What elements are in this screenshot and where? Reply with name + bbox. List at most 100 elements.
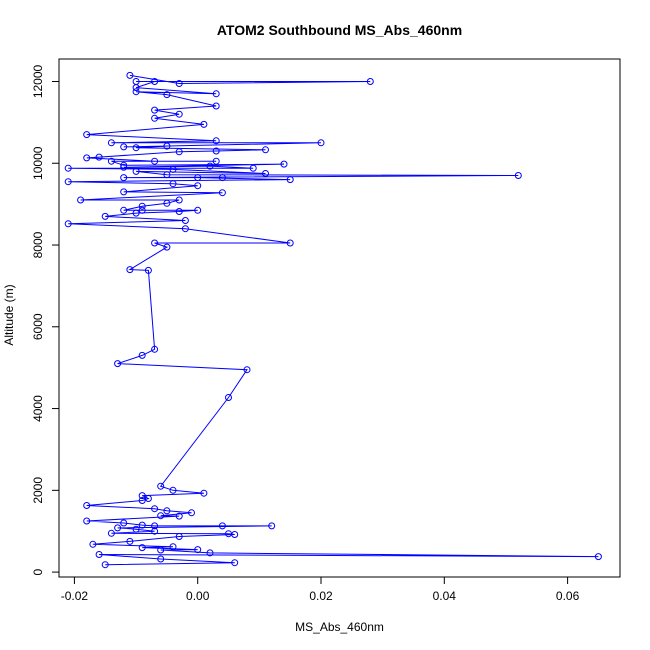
data-point: [175, 208, 183, 215]
x-tick-label: -0.02: [61, 589, 89, 603]
data-point: [218, 522, 226, 530]
data-point: [169, 486, 177, 494]
data-point: [151, 522, 159, 530]
data-point: [514, 172, 522, 179]
data-point: [218, 174, 226, 182]
data-point: [218, 189, 226, 197]
data-point: [194, 546, 202, 554]
data-point: [175, 512, 183, 520]
data-point: [594, 553, 602, 561]
data-point: [163, 243, 171, 251]
data-point: [157, 546, 165, 554]
data-point: [175, 196, 183, 204]
data-point: [64, 220, 72, 228]
data-point: [169, 543, 177, 551]
data-point: [120, 161, 128, 169]
y-tick-label: 0: [31, 568, 45, 575]
data-point: [163, 142, 171, 150]
data-point: [101, 212, 109, 220]
data-point: [212, 147, 220, 155]
data-point: [225, 394, 232, 401]
data-point: [175, 80, 183, 87]
data-point: [126, 537, 134, 545]
data-point: [151, 345, 159, 353]
data-point: [132, 525, 140, 533]
data-point: [212, 90, 220, 98]
data-point: [231, 531, 239, 538]
x-axis: -0.02 0.00 0.02 0.04 0.06: [61, 577, 580, 603]
data-point: [120, 519, 128, 527]
plot-area: [64, 71, 602, 569]
data-point: [95, 551, 103, 558]
data-point: [120, 143, 128, 151]
y-axis: 0 2000 4000 6000 8000 10000 12000: [31, 64, 59, 575]
data-point: [120, 163, 128, 171]
data-point: [138, 202, 146, 210]
plot-frame: [58, 58, 621, 578]
x-tick-label: 0.02: [309, 589, 333, 603]
data-point: [157, 555, 165, 563]
data-point: [138, 544, 146, 552]
series-line: [68, 74, 599, 566]
data-point: [181, 225, 189, 233]
data-point: [175, 110, 183, 118]
x-tick-label: 0.06: [556, 589, 580, 603]
data-point: [212, 157, 220, 165]
data-point: [286, 176, 294, 184]
data-point: [138, 351, 146, 359]
data-point: [157, 482, 165, 490]
data-point: [163, 199, 171, 207]
data-point: [231, 559, 239, 567]
data-point: [169, 165, 177, 173]
data-point: [151, 106, 159, 114]
data-point: [280, 160, 288, 168]
data-point: [64, 164, 72, 172]
data-point: [175, 533, 183, 540]
chart-title: ATOM2 Southbound MS_Abs_460nm: [217, 22, 462, 38]
data-point: [212, 137, 220, 145]
data-point: [366, 78, 374, 85]
data-point: [157, 512, 165, 520]
data-point: [120, 188, 128, 196]
data-point: [268, 522, 276, 530]
data-point: [114, 360, 122, 368]
data-point: [181, 217, 189, 224]
data-point: [163, 171, 171, 179]
data-point: [83, 517, 91, 525]
data-point: [151, 78, 159, 85]
data-point: [151, 157, 159, 165]
data-point: [77, 196, 85, 204]
data-point: [249, 164, 257, 172]
data-point: [138, 521, 146, 529]
y-tick-label: 12000: [31, 64, 45, 98]
data-point: [120, 206, 128, 214]
data-point: [169, 180, 177, 188]
data-point: [151, 505, 159, 513]
data-point: [107, 529, 115, 537]
data-point: [151, 239, 159, 247]
data-point: [126, 71, 134, 79]
data-point: [83, 154, 91, 162]
series-layer: [64, 71, 602, 569]
data-point: [206, 162, 214, 170]
data-point: [138, 497, 146, 504]
x-tick-label: 0.04: [433, 589, 457, 603]
data-point: [132, 84, 140, 92]
data-point: [194, 206, 202, 214]
data-point: [206, 549, 214, 557]
x-axis-label: MS_Abs_460nm: [295, 620, 384, 634]
data-point: [120, 174, 128, 182]
data-point: [144, 266, 152, 274]
data-point: [114, 524, 122, 532]
y-tick-label: 8000: [31, 231, 45, 258]
x-tick-label: 0.00: [186, 589, 210, 603]
data-point: [138, 206, 146, 214]
y-tick-label: 6000: [31, 313, 45, 340]
data-point: [200, 489, 208, 497]
data-point: [95, 153, 103, 161]
data-point: [138, 492, 146, 500]
data-point: [188, 509, 195, 517]
data-point: [194, 182, 202, 190]
data-point: [194, 174, 202, 182]
